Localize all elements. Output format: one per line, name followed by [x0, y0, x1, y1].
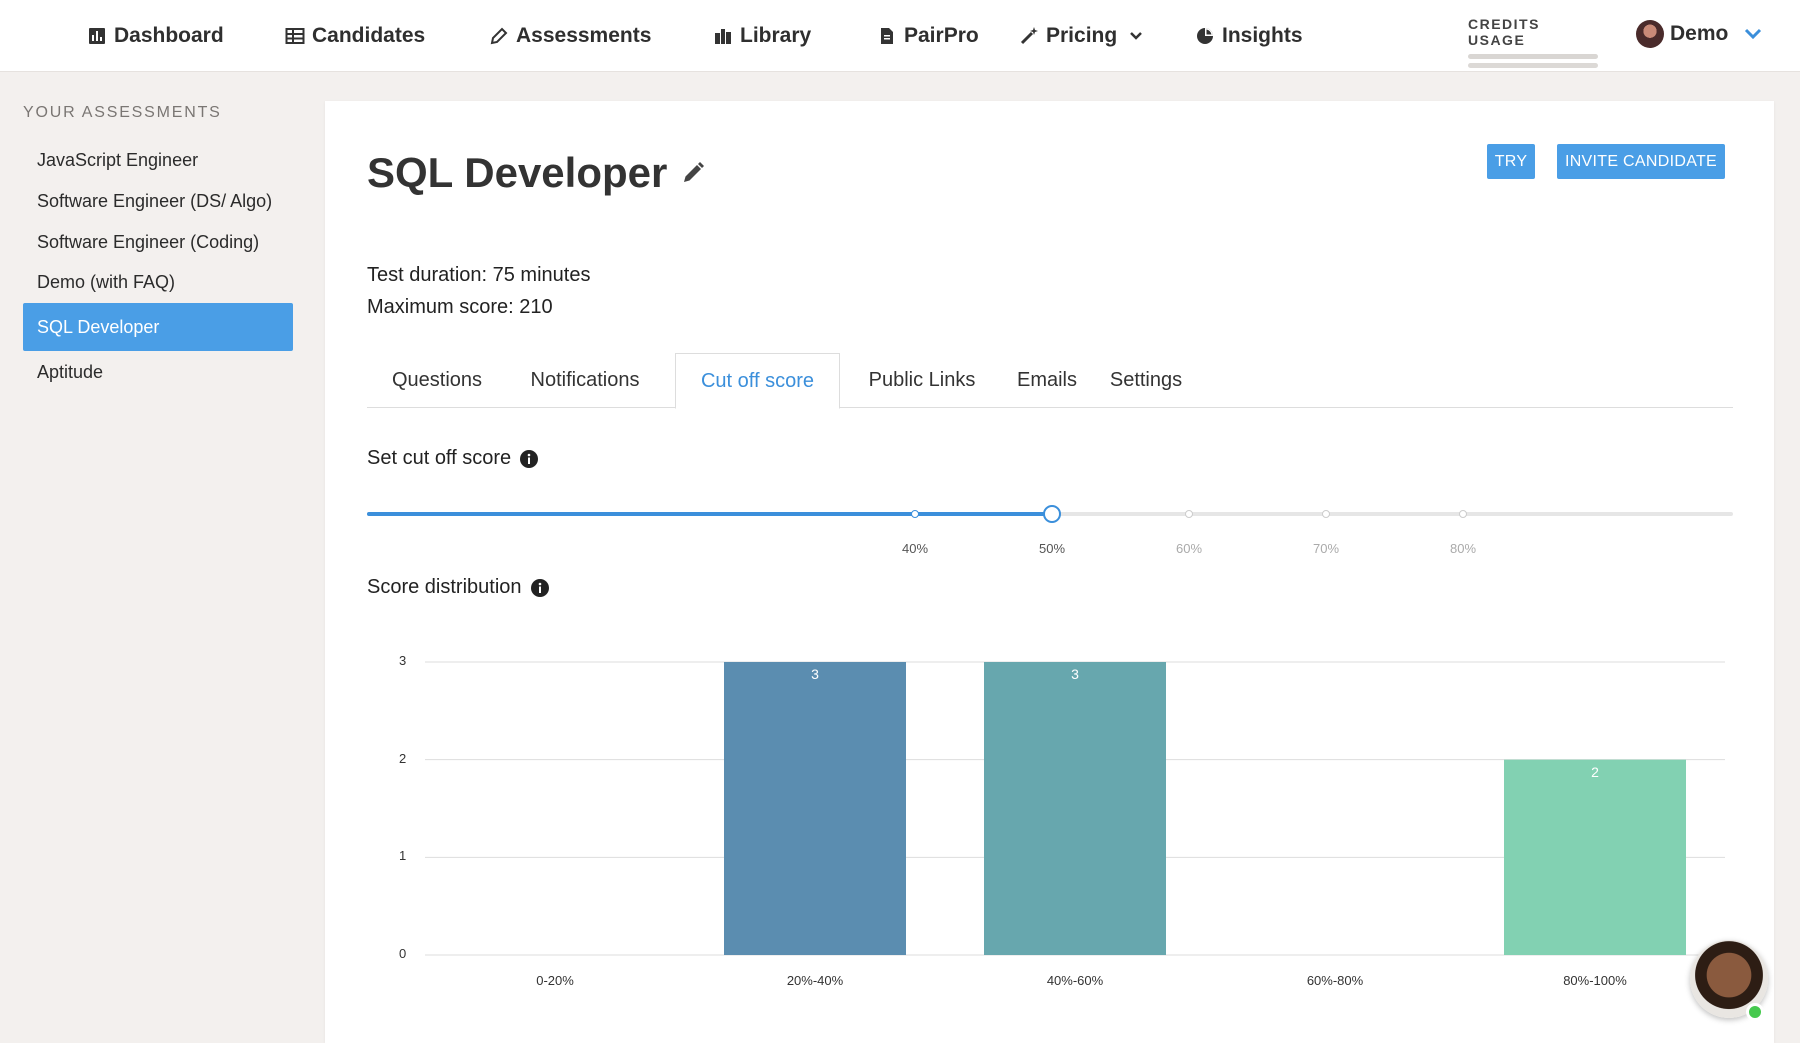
chevron-down-icon[interactable]	[1129, 31, 1143, 41]
chart-canvas	[425, 661, 1725, 956]
credits-usage-label: CREDITS USAGE	[1468, 16, 1540, 48]
distribution-section-label: Score distribution	[367, 576, 550, 599]
tab-emails[interactable]: Emails	[1016, 369, 1077, 391]
pencil-icon	[488, 25, 510, 47]
nav-dashboard-label: Dashboard	[114, 24, 224, 47]
chart-x-tick-label: 60%-80%	[1306, 973, 1364, 988]
test-duration: Test duration: 75 minutes	[367, 264, 591, 286]
slider-step-dot[interactable]	[911, 510, 919, 518]
nav-pairpro[interactable]: PairPro	[876, 22, 979, 50]
chart-bar[interactable]	[1504, 759, 1686, 955]
cutoff-section-label: Set cut off score	[367, 447, 539, 470]
user-menu[interactable]: Demo	[1636, 20, 1762, 48]
credits-usage[interactable]: CREDITS USAGE	[1468, 16, 1598, 68]
nav-assessments[interactable]: Assessments	[488, 22, 651, 50]
slider-mark-label: 60%	[1175, 541, 1203, 556]
sidebar: YOUR ASSESSMENTS JavaScript Engineer Sof…	[0, 72, 300, 1043]
slider-mark-label: 40%	[901, 541, 929, 556]
bar-chart-icon	[86, 25, 108, 47]
nav-candidates[interactable]: Candidates	[284, 22, 425, 50]
sidebar-item-aptitude[interactable]: Aptitude	[37, 361, 104, 382]
chart-bar[interactable]	[724, 662, 906, 955]
chart-y-tick-label: 2	[399, 750, 407, 766]
chevron-down-icon[interactable]	[1744, 28, 1762, 40]
slider-mark-label: 50%	[1038, 541, 1066, 556]
sidebar-item-software-engineer-ds-algo[interactable]: Software Engineer (DS/ Algo)	[37, 190, 273, 211]
score-distribution-chart: 0 1 2 3 0-20% 3 20%-40% 3 40%-60% 60%-80% 2 80%-100…	[355, 620, 1755, 1000]
credits-usage-bar	[1468, 54, 1598, 59]
nav-pricing-label: Pricing	[1046, 24, 1118, 47]
nav-candidates-label: Candidates	[312, 24, 426, 47]
slider-step-dot[interactable]	[1185, 510, 1193, 518]
tab-notifications[interactable]: Notifications	[530, 369, 640, 391]
page-title: SQL Developer	[367, 149, 705, 197]
magic-wand-icon	[1018, 25, 1040, 47]
online-status-indicator	[1746, 1003, 1764, 1021]
tab-public-links[interactable]: Public Links	[868, 369, 976, 391]
avatar	[1636, 20, 1664, 48]
chart-x-tick-label: 40%-60%	[1046, 973, 1104, 988]
top-navigation: Dashboard Candidates Assessments Library…	[0, 0, 1800, 72]
sidebar-title: YOUR ASSESSMENTS	[23, 104, 222, 121]
maximum-score: Maximum score: 210	[367, 296, 553, 318]
tab-questions[interactable]: Questions	[391, 369, 483, 391]
books-icon	[712, 25, 734, 47]
assessment-title: SQL Developer	[367, 149, 668, 196]
assessment-tabs: Questions Notifications Cut off score Pu…	[367, 353, 1733, 409]
nav-pairpro-label: PairPro	[904, 24, 979, 47]
tab-cut-off-score[interactable]: Cut off score	[675, 353, 840, 409]
slider-step-dot[interactable]	[1459, 510, 1467, 518]
chart-x-tick-label: 20%-40%	[786, 973, 844, 988]
user-name: Demo	[1670, 22, 1729, 45]
chart-y-tick-label: 0	[399, 946, 407, 961]
chart-bar[interactable]	[984, 662, 1166, 955]
nav-pricing[interactable]: Pricing	[1018, 22, 1143, 50]
info-icon[interactable]	[519, 449, 539, 469]
sidebar-item-sql-developer[interactable]: SQL Developer	[23, 303, 293, 351]
pie-chart-icon	[1194, 25, 1216, 47]
cutoff-slider[interactable]: 40% 50% 60% 70% 80%	[367, 493, 1733, 556]
nav-dashboard[interactable]: Dashboard	[86, 22, 224, 50]
chart-x-tick-label: 80%-100%	[1563, 973, 1627, 988]
slider-handle[interactable]	[1043, 505, 1061, 523]
cutoff-label: Set cut off score	[367, 447, 512, 469]
try-button[interactable]: TRY	[1487, 144, 1535, 179]
credits-usage-bar-secondary	[1468, 63, 1598, 68]
distribution-label: Score distribution	[367, 576, 522, 598]
sidebar-item-software-engineer-coding[interactable]: Software Engineer (Coding)	[37, 231, 260, 252]
sidebar-item-javascript-engineer[interactable]: JavaScript Engineer	[37, 149, 199, 170]
sidebar-item-demo-with-faq[interactable]: Demo (with FAQ)	[37, 271, 176, 292]
chart-bar-value-label: 3	[811, 666, 819, 682]
nav-library-label: Library	[740, 24, 812, 47]
slider-step-dot[interactable]	[1322, 510, 1330, 518]
chart-bar-value-label: 2	[1591, 763, 1599, 780]
slider-mark-label: 70%	[1312, 541, 1340, 556]
nav-insights[interactable]: Insights	[1194, 22, 1303, 50]
document-icon	[876, 25, 898, 47]
slider-fill	[367, 512, 1052, 516]
table-icon	[284, 25, 306, 47]
info-icon[interactable]	[530, 578, 550, 598]
chart-bar-value-label: 3	[1071, 666, 1079, 682]
nav-insights-label: Insights	[1222, 24, 1303, 47]
invite-candidate-button[interactable]: INVITE CANDIDATE	[1557, 144, 1725, 179]
chart-x-tick-label: 0-20%	[536, 973, 574, 988]
nav-assessments-label: Assessments	[516, 24, 652, 47]
nav-library[interactable]: Library	[712, 22, 811, 50]
chart-y-tick-label: 3	[399, 653, 407, 668]
edit-pencil-icon[interactable]	[681, 161, 705, 185]
slider-mark-label: 80%	[1449, 541, 1477, 556]
chart-y-tick-label: 1	[399, 848, 407, 864]
tab-settings[interactable]: Settings	[1109, 369, 1183, 391]
